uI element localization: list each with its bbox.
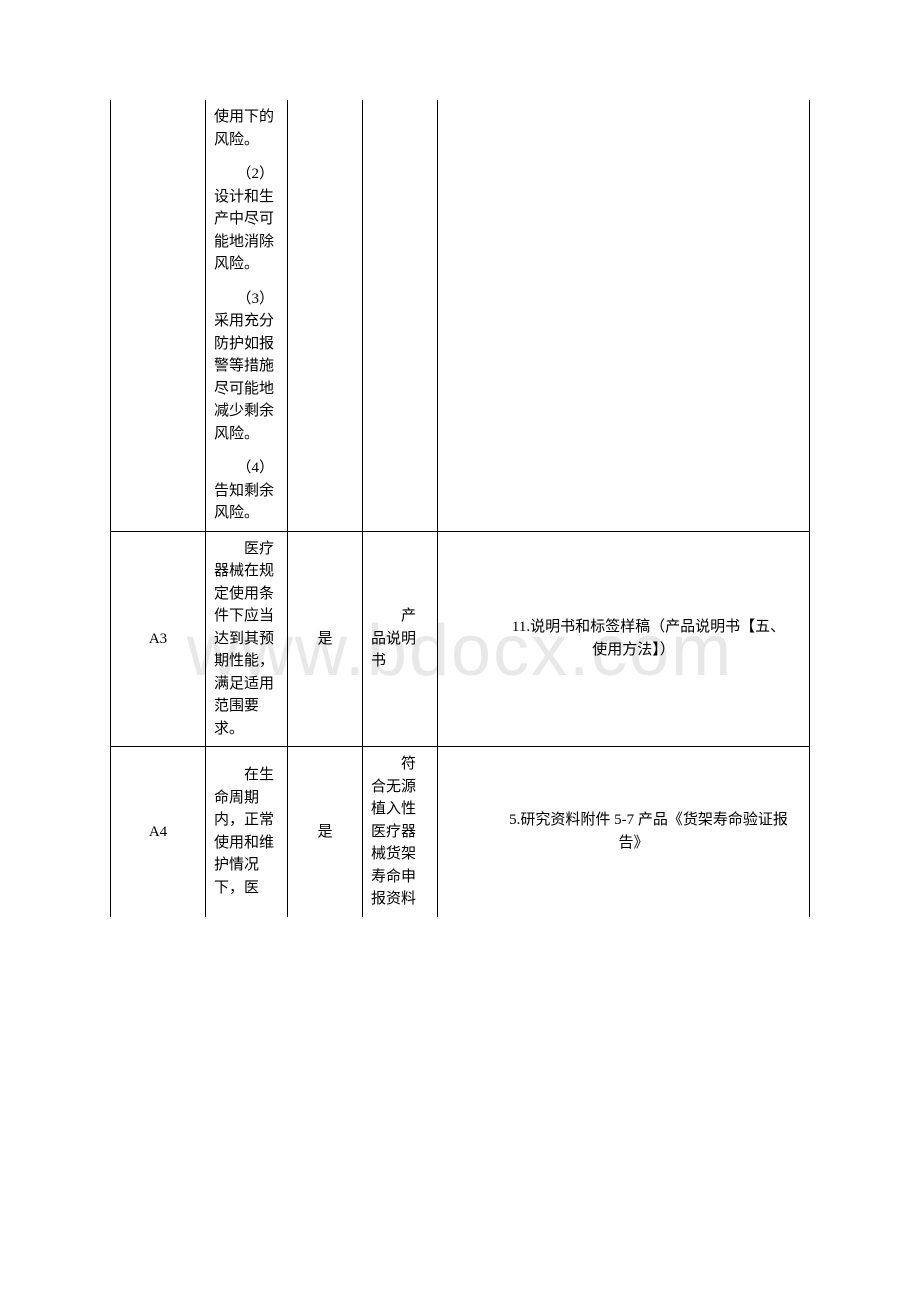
table-row: A4 在生命周期内，正常使用和维护情况下，医是 符合无源植入性医疗器械货架寿命申… <box>111 747 810 917</box>
cell-reference: 5.研究资料附件 5-7 产品《货架寿命验证报告》 <box>438 747 810 917</box>
requirements-table: 使用下的风险。 （2）设计和生产中尽可能地消除风险。 （3）采用充分防护如报警等… <box>110 100 810 917</box>
cell-compliance: 符合无源植入性医疗器械货架寿命申报资料 <box>363 747 438 917</box>
cell-description: 使用下的风险。 （2）设计和生产中尽可能地消除风险。 （3）采用充分防护如报警等… <box>206 100 288 531</box>
cell-compliance <box>363 100 438 531</box>
table-row: 使用下的风险。 （2）设计和生产中尽可能地消除风险。 （3）采用充分防护如报警等… <box>111 100 810 531</box>
cell-description: 在生命周期内，正常使用和维护情况下，医 <box>206 747 288 917</box>
cell-reference <box>438 100 810 531</box>
cell-reference: 11.说明书和标签样稿（产品说明书【五、使用方法】） <box>438 531 810 747</box>
cell-id: A4 <box>111 747 206 917</box>
table-row: A3 医疗器械在规定使用条件下应当达到其预期性能，满足适用范围要求。是 产品说明… <box>111 531 810 747</box>
cell-applicable: 是 <box>288 531 363 747</box>
cell-compliance: 产品说明书 <box>363 531 438 747</box>
cell-id <box>111 100 206 531</box>
cell-applicable: 是 <box>288 747 363 917</box>
cell-id: A3 <box>111 531 206 747</box>
cell-description: 医疗器械在规定使用条件下应当达到其预期性能，满足适用范围要求。 <box>206 531 288 747</box>
cell-applicable <box>288 100 363 531</box>
